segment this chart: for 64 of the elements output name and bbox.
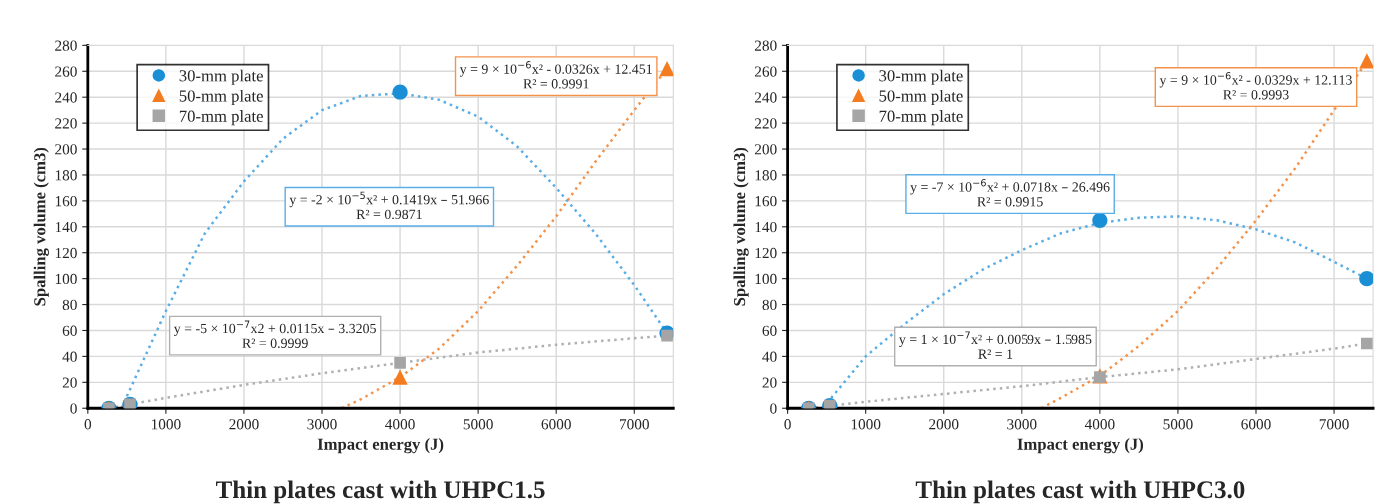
y-tick-label: 0 [70,403,77,414]
y-tick-label: 100 [55,273,77,285]
y-tick-label: 220 [754,118,777,129]
y-tick-label: 20 [762,377,777,388]
y-tick-label: 240 [754,92,777,103]
x-tick-label: 3000 [307,419,337,430]
y-tick-label: 200 [754,144,777,155]
x-tick-label: 2000 [229,419,259,430]
x-tick-label: 0 [84,419,92,430]
legend-label: 30-mm plate [179,69,263,85]
x-tick-label: 4000 [385,419,415,430]
y-tick-label: 260 [55,66,77,77]
y-tick-label: 180 [55,170,77,181]
y-tick-label: 0 [770,403,777,414]
y-tick-label: 160 [55,196,77,207]
x-tick-label: 2000 [929,419,959,430]
x-tick-label: 1000 [151,419,181,430]
y-tick-label: 280 [55,40,77,51]
y-tick-label: 140 [755,221,777,233]
y-tick-label: 200 [55,144,77,155]
annotation: y = 9 × 10$^{−6}$x² - 0.0329x + 12.113 R² = 0.9993 [1159,71,1352,100]
legend-label: 50-mm plate [179,89,263,106]
x-tick-label: 5000 [463,419,493,430]
annotation: y = -5 × 10$^{−7}$x2 + 0.0115x – 3.3205 R² = 0.9999 [173,320,376,348]
y-tick-label: 80 [762,299,777,311]
y-tick-label: 80 [62,299,77,311]
y-tick-label: 40 [62,351,77,362]
y-tick-label: 160 [755,196,777,207]
y-tick-label: 240 [55,92,77,103]
x-tick-label: 1000 [851,419,881,430]
annotation: y = 9 × 10$^{−6}$x² - 0.0326x + 12.451 R² = 0.9991 [459,61,652,89]
y-tick-label: 220 [55,118,77,129]
text: Thin plates cast with UHPC1.5 [216,480,545,504]
y-tick-label: 280 [754,40,777,51]
y-tick-label: 60 [762,325,777,336]
y-tick-label: 40 [762,351,777,362]
y-tick-label: 100 [755,273,777,285]
y-axis-title: Spalling volume (cm3) [33,147,49,306]
x-tick-label: 4000 [1084,419,1115,430]
x-tick-label: 0 [784,419,791,430]
y-tick-label: 20 [62,377,77,388]
x-tick-label: 5000 [1163,419,1193,430]
legend-label: 50-mm plate [879,89,963,106]
y-tick-label: 260 [754,66,777,77]
y-tick-label: 60 [62,325,77,336]
legend-label: 70-mm plate [879,110,963,126]
x-axis-title: Impact energy (J) [317,438,444,454]
y-tick-label: 120 [55,247,77,259]
annotation: y = -2 × 10$^{−5}$x² + 0.1419x – 51.966 R² = 0.9871 [289,191,489,220]
text: Thin plates cast with UHPC3.0 [915,480,1245,504]
y-tick-label: 120 [755,247,777,259]
y-tick-label: 180 [755,170,777,181]
annotation: y = 1 × 10$^{−7}$x² + 0.0059x – 1.5985 R² = 1 [899,331,1092,359]
annotation: y = -7 × 10$^{−6}$x² + 0.0718x – 26.496 R² = 0.9915 [910,179,1110,207]
x-tick-label: 6000 [541,419,571,430]
legend-label: 70-mm plate [179,110,263,126]
x-tick-label: 7000 [620,419,649,430]
x-axis-title: Impact energy (J) [1017,438,1144,454]
y-axis-title: Spalling volume (cm3) [733,147,749,306]
x-tick-label: 3000 [1007,419,1037,430]
x-tick-label: 6000 [1241,419,1271,430]
y-tick-label: 140 [55,221,77,233]
x-tick-label: 7000 [1319,419,1349,430]
legend-label: 30-mm plate [879,69,963,85]
